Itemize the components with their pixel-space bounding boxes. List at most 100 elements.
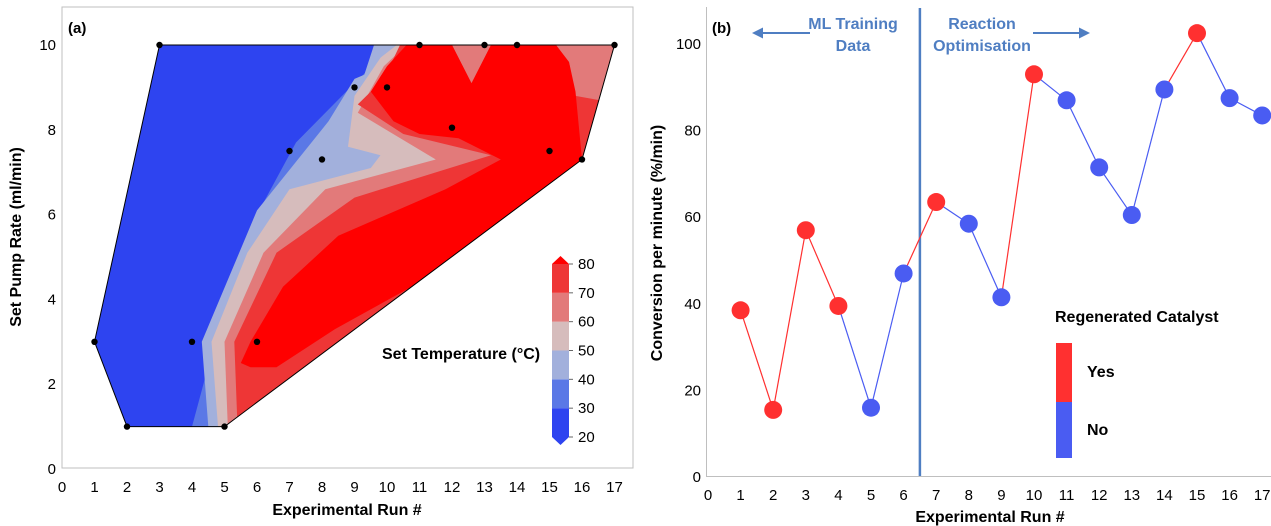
y-tick-label: 20	[684, 382, 701, 399]
x-tick-label: 13	[1123, 487, 1140, 504]
series-segment	[740, 310, 774, 411]
panel-b-legend: Regenerated Catalyst Yes No	[1055, 309, 1219, 458]
colorbar-top-cap	[552, 256, 569, 264]
series-segment	[1163, 32, 1198, 90]
series-segment	[903, 201, 937, 274]
sample-point	[253, 338, 261, 345]
sample-point	[416, 41, 423, 49]
y-tick-label: 6	[48, 207, 56, 224]
x-tick-label: 6	[899, 487, 907, 504]
x-tick-label: 2	[123, 479, 131, 496]
x-tick-label: 13	[476, 479, 493, 496]
x-tick-label: 12	[444, 479, 461, 496]
annotation-reaction-line1: Reaction	[948, 16, 1016, 33]
series-segment	[837, 305, 872, 408]
x-tick-label: 5	[867, 487, 875, 504]
x-tick-label: 7	[932, 487, 940, 504]
sample-point	[286, 147, 293, 155]
panel-b-series-segments	[740, 32, 1263, 411]
panel-a-colorbar-label: Set Temperature (°C)	[382, 346, 540, 363]
x-tick-label: 1	[736, 487, 744, 504]
series-segment	[1131, 89, 1165, 216]
data-point	[731, 301, 750, 320]
data-point	[862, 398, 880, 417]
colorbar-tick-label: 60	[578, 314, 595, 331]
x-tick-label: 10	[1026, 487, 1043, 504]
legend-title: Regenerated Catalyst	[1055, 309, 1219, 326]
x-tick-label: 8	[965, 487, 973, 504]
legend-yes-label: Yes	[1087, 364, 1115, 381]
x-tick-label: 9	[350, 479, 358, 496]
legend-yes-swatch	[1056, 343, 1072, 402]
sample-point	[156, 41, 163, 49]
colorbar-band	[552, 264, 569, 293]
x-tick-label: 6	[253, 479, 261, 496]
y-tick-label: 80	[684, 123, 701, 140]
y-tick-label: 0	[48, 461, 56, 478]
sample-point	[383, 84, 391, 91]
x-tick-label: 10	[379, 479, 396, 496]
legend-no-label: No	[1087, 422, 1109, 439]
x-tick-label: 1	[90, 479, 98, 496]
data-point	[1188, 24, 1206, 43]
x-tick-label: 14	[509, 479, 526, 496]
x-tick-label: 17	[1254, 487, 1271, 504]
colorbar-band	[552, 379, 569, 409]
colorbar-band	[552, 350, 569, 380]
series-segment	[805, 229, 839, 307]
data-point	[1090, 158, 1109, 177]
x-tick-label: 0	[704, 487, 712, 504]
series-segment	[1066, 100, 1100, 168]
data-point	[829, 296, 848, 315]
series-segment	[1196, 32, 1231, 99]
x-tick-label: 5	[220, 479, 228, 496]
annotation-ml-training-line2: Data	[836, 38, 871, 55]
colorbar-band	[552, 321, 569, 351]
x-tick-label: 3	[802, 487, 810, 504]
colorbar-band	[552, 408, 569, 437]
x-tick-label: 8	[318, 479, 326, 496]
x-tick-label: 15	[1189, 487, 1206, 504]
legend-no-swatch	[1056, 402, 1072, 458]
x-tick-label: 4	[834, 487, 842, 504]
data-point	[992, 288, 1011, 307]
x-tick-label: 0	[58, 479, 66, 496]
x-tick-label: 14	[1156, 487, 1173, 504]
panel-b-series-markers	[731, 24, 1271, 419]
x-tick-label: 9	[997, 487, 1005, 504]
sample-point	[351, 84, 358, 91]
left-arrow-icon	[752, 27, 810, 39]
x-tick-label: 3	[155, 479, 163, 496]
x-tick-label: 15	[541, 479, 558, 496]
x-tick-label: 2	[769, 487, 777, 504]
contour-region	[240, 45, 589, 368]
y-tick-label: 10	[39, 37, 56, 54]
colorbar-tick-label: 30	[578, 400, 595, 417]
panel-a-plot-frame	[61, 6, 634, 469]
y-tick-label: 0	[693, 469, 701, 486]
annotation-ml-training-line1: ML Training	[808, 16, 897, 33]
data-point	[796, 221, 815, 240]
data-point	[764, 400, 783, 419]
data-point	[894, 264, 913, 283]
data-point	[1025, 65, 1043, 84]
right-arrow-icon	[1033, 27, 1090, 39]
x-tick-label: 16	[574, 479, 591, 496]
data-point	[1253, 106, 1271, 125]
y-tick-label: 100	[676, 36, 701, 53]
annotation-reaction-line2: Optimisation	[933, 38, 1031, 55]
sample-point	[123, 423, 131, 430]
x-tick-label: 16	[1221, 487, 1238, 504]
data-point	[1122, 206, 1141, 225]
sample-point	[578, 156, 586, 163]
colorbar-tick-label: 80	[578, 256, 595, 273]
sample-point	[481, 41, 488, 49]
colorbar-band	[552, 292, 569, 322]
y-tick-label: 2	[48, 376, 56, 393]
data-point	[1155, 80, 1174, 99]
panel-b-line-chart: (b) ML Training Data Reaction Optimisati…	[649, 7, 1271, 526]
y-tick-label: 4	[48, 291, 56, 308]
x-tick-label: 7	[285, 479, 293, 496]
